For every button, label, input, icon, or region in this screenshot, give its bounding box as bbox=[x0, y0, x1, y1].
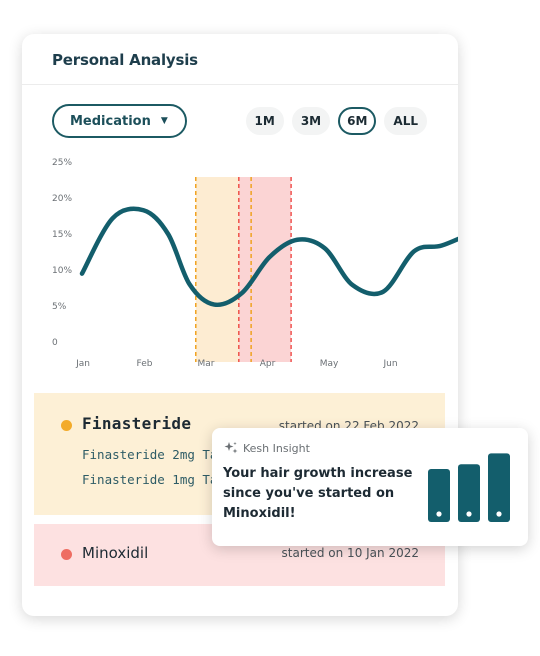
growth-bars bbox=[428, 453, 510, 522]
insight-message: Your hair growth increase since you've s… bbox=[223, 466, 413, 521]
highlight-band-minoxidil bbox=[238, 177, 292, 362]
insight-source: Kesh Insight bbox=[243, 441, 310, 455]
card-title: Personal Analysis bbox=[52, 51, 198, 69]
highlight-band-finasteride bbox=[195, 177, 239, 362]
dose-item: Finasteride 2mg Tab bbox=[82, 447, 225, 462]
caret-down-icon: ▼ bbox=[160, 116, 168, 126]
insight-header: Kesh Insight bbox=[224, 441, 310, 455]
growth-bar bbox=[458, 464, 480, 522]
range-all-button[interactable]: ALL bbox=[384, 107, 427, 135]
series-line bbox=[79, 206, 458, 308]
dropdown-value: Medication bbox=[70, 113, 151, 129]
x-tick-label: Mar bbox=[198, 359, 215, 369]
status-dot bbox=[61, 549, 72, 560]
growth-bar bbox=[488, 453, 510, 522]
dose-item: Finasteride 1mg Tab bbox=[82, 472, 225, 487]
x-tick-label: Apr bbox=[260, 359, 276, 369]
growth-bar bbox=[428, 468, 450, 522]
y-tick-label: 20% bbox=[52, 194, 72, 204]
time-range-selector: 1M 3M 6M ALL bbox=[245, 107, 427, 135]
x-tick-label: Jun bbox=[382, 359, 397, 369]
range-1m-button[interactable]: 1M bbox=[245, 107, 284, 135]
x-tick-label: Jan bbox=[75, 359, 90, 369]
y-tick-label: 0 bbox=[52, 338, 58, 348]
medication-name: Finasteride bbox=[82, 414, 192, 433]
medication-dropdown[interactable]: Medication ▼ bbox=[52, 104, 187, 138]
range-6m-button[interactable]: 6M bbox=[338, 107, 377, 135]
sparkle-icon bbox=[224, 441, 238, 454]
insight-popup: Kesh Insight Your hair growth increase s… bbox=[212, 428, 528, 546]
range-3m-button[interactable]: 3M bbox=[291, 107, 331, 135]
y-tick-label: 15% bbox=[52, 230, 72, 240]
y-tick-label: 10% bbox=[52, 266, 72, 276]
y-tick-label: 25% bbox=[52, 158, 72, 168]
status-dot bbox=[61, 420, 72, 431]
start-date: started on 10 Jan 2022 bbox=[281, 546, 419, 560]
bar-dot bbox=[466, 511, 472, 517]
bar-dot bbox=[436, 511, 442, 517]
y-tick-label: 5% bbox=[52, 302, 67, 312]
hair-growth-chart: 25% 20% 15% 10% 5% 0 Jan Feb Mar Apr May Jun bbox=[52, 158, 458, 369]
medication-name: Minoxidil bbox=[82, 544, 149, 562]
x-tick-label: Feb bbox=[137, 359, 153, 369]
x-tick-label: May bbox=[320, 359, 339, 369]
bar-dot bbox=[496, 511, 502, 517]
title-divider bbox=[22, 84, 458, 85]
